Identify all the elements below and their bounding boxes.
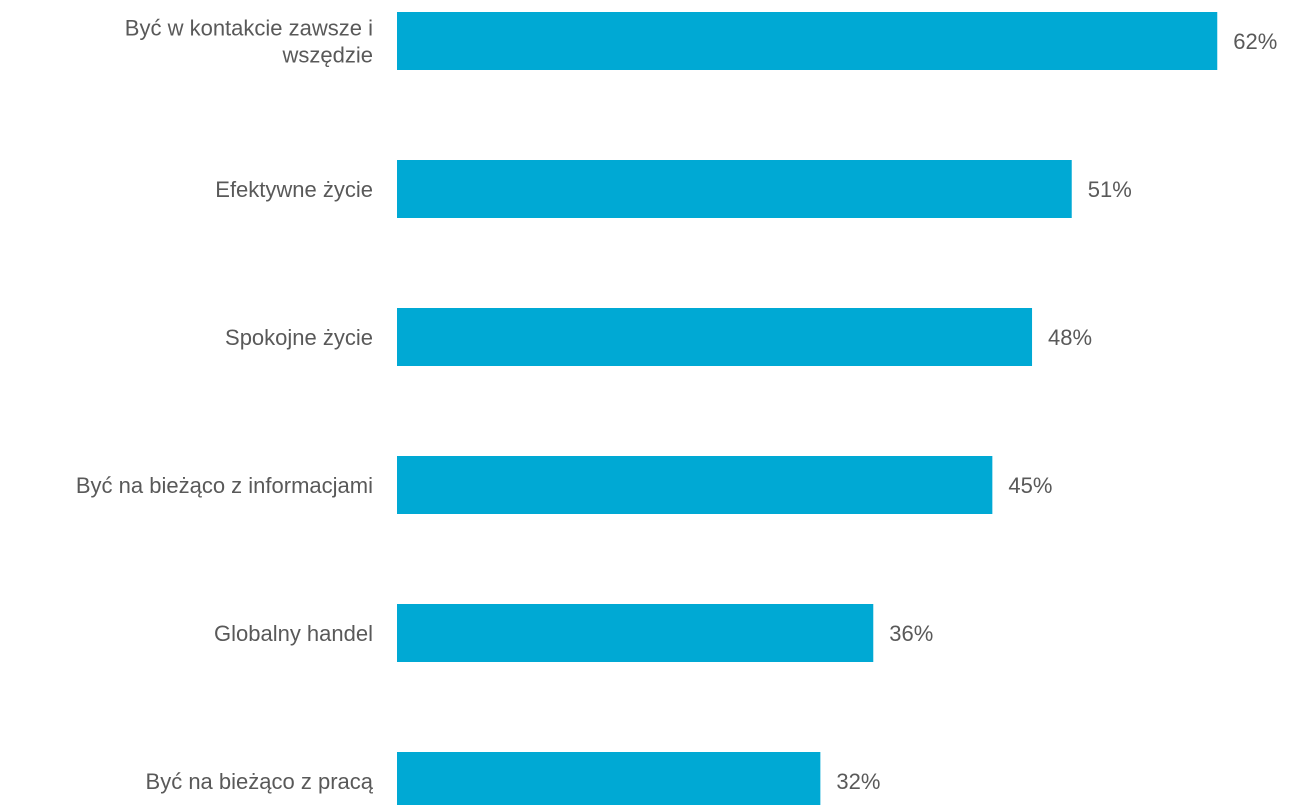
- value-label-1: 51%: [1088, 177, 1132, 202]
- bar-2: [397, 308, 1032, 366]
- value-label-2: 48%: [1048, 325, 1092, 350]
- category-label-3: Być na bieżąco z informacjami: [76, 473, 373, 498]
- value-label-5: 32%: [836, 769, 880, 794]
- category-label-5: Być na bieżąco z pracą: [146, 769, 374, 794]
- bar-3: [397, 456, 992, 514]
- bar-4: [397, 604, 873, 662]
- category-label-4: Globalny handel: [214, 621, 373, 646]
- bars-group: [397, 12, 1217, 805]
- value-labels-group: 62% 51% 48% 45% 36% 32%: [836, 29, 1277, 794]
- category-label-2: Spokojne życie: [225, 325, 373, 350]
- value-label-0: 62%: [1233, 29, 1277, 54]
- category-label-0: Być w kontakcie zawsze i wszędzie: [125, 16, 373, 68]
- bar-0: [397, 12, 1217, 70]
- bar-1: [397, 160, 1072, 218]
- category-labels-group: Być w kontakcie zawsze i wszędzie Efektywn…: [76, 16, 374, 795]
- value-label-4: 36%: [889, 621, 933, 646]
- category-label-1: Efektywne życie: [215, 177, 373, 202]
- value-label-3: 45%: [1008, 473, 1052, 498]
- bar-5: [397, 752, 820, 805]
